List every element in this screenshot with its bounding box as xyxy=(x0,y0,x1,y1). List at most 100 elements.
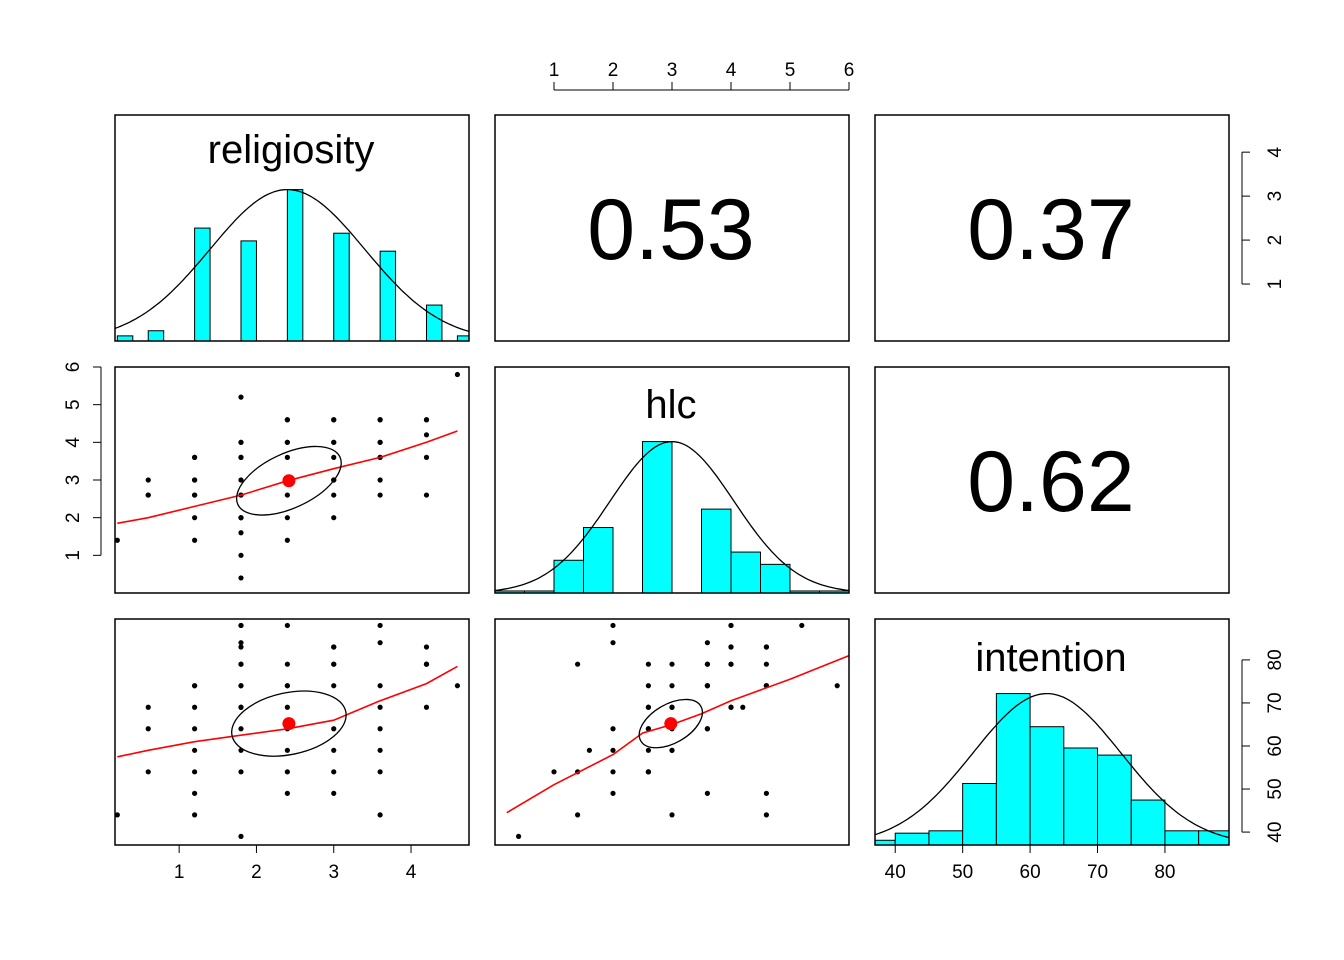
mean-point-religiosity_intention xyxy=(282,717,296,731)
intention-x-tick-label: 40 xyxy=(885,862,906,883)
point-religiosity_intention xyxy=(377,726,383,732)
point-religiosity_hlc xyxy=(284,417,290,423)
point-religiosity_intention xyxy=(238,726,244,732)
varname-hlc: hlc xyxy=(645,383,696,427)
point-religiosity_intention xyxy=(454,683,461,689)
point-religiosity_intention xyxy=(331,726,337,732)
scatter-layer xyxy=(114,371,850,839)
point-hlc_intention xyxy=(763,661,770,667)
point-hlc_intention xyxy=(575,812,581,818)
point-religiosity_intention xyxy=(331,769,337,775)
point-hlc_intention xyxy=(645,683,652,689)
mean-point-hlc_intention xyxy=(664,717,678,731)
point-hlc_intention xyxy=(516,833,522,839)
hist-bar-intention xyxy=(1130,799,1166,846)
panel-frame-hlc-religiosity xyxy=(114,366,470,594)
point-religiosity_intention xyxy=(114,812,120,818)
hist-bar-religiosity xyxy=(379,250,397,342)
point-religiosity_intention xyxy=(331,644,337,650)
point-religiosity_hlc xyxy=(238,530,244,536)
point-religiosity_intention xyxy=(238,640,244,646)
hist-bar-religiosity xyxy=(425,304,443,342)
point-religiosity_hlc xyxy=(192,515,198,521)
point-religiosity_hlc xyxy=(331,417,337,423)
hist-bar-religiosity xyxy=(194,227,211,342)
hlc-y-tick-label: 2 xyxy=(63,512,84,523)
point-religiosity_intention xyxy=(145,769,151,775)
point-religiosity_hlc xyxy=(284,515,290,521)
point-religiosity_intention xyxy=(238,683,244,689)
hist-bar-hlc xyxy=(642,441,673,594)
panel-frame-religiosity-hlc xyxy=(494,114,850,342)
point-religiosity_intention xyxy=(423,661,430,667)
point-religiosity_intention xyxy=(331,747,337,753)
point-religiosity_hlc xyxy=(192,454,198,460)
point-hlc_intention xyxy=(645,747,652,753)
hlc-x-top-tick-label: 4 xyxy=(726,60,737,81)
point-religiosity_intention xyxy=(238,704,244,710)
point-religiosity_hlc xyxy=(377,492,383,498)
point-hlc_intention xyxy=(645,726,652,732)
hist-bar-hlc xyxy=(553,559,584,594)
panel-frame-hlc-hlc xyxy=(494,366,850,594)
point-hlc_intention xyxy=(669,812,675,818)
intention-x-tick-label: 70 xyxy=(1087,862,1108,883)
corr-religiosity-hlc: 0.53 xyxy=(587,182,754,278)
point-religiosity_intention xyxy=(284,704,290,710)
point-hlc_intention xyxy=(645,661,652,667)
hist-bar-intention xyxy=(1164,830,1200,846)
point-religiosity_intention xyxy=(284,747,290,753)
religiosity-x-tick-label: 1 xyxy=(174,862,185,883)
point-hlc_intention xyxy=(586,747,593,753)
point-hlc_intention xyxy=(610,640,616,646)
point-religiosity_hlc xyxy=(238,454,244,460)
intention-y-tick-label: 50 xyxy=(1265,778,1286,799)
point-religiosity_hlc xyxy=(145,492,151,498)
point-religiosity_intention xyxy=(238,833,244,839)
point-religiosity_intention xyxy=(192,683,198,689)
intention-x-tick-label: 80 xyxy=(1154,862,1175,883)
hist-bar-hlc xyxy=(730,551,761,594)
point-religiosity_intention xyxy=(423,644,430,650)
point-hlc_intention xyxy=(704,640,711,646)
hlc-y-tick-label: 4 xyxy=(63,437,84,448)
point-hlc_intention xyxy=(799,622,805,629)
hist-bar-intention xyxy=(928,830,964,846)
point-religiosity_hlc xyxy=(284,537,290,543)
hlc-x-top-tick-label: 1 xyxy=(549,60,560,81)
density-curve-religiosity xyxy=(114,188,470,333)
point-religiosity_intention xyxy=(238,661,244,667)
hlc-x-top-tick-label: 2 xyxy=(608,60,619,81)
religiosity-x-tick-label: 2 xyxy=(251,862,262,883)
point-hlc_intention xyxy=(610,622,616,629)
religiosity-x-tick-label: 3 xyxy=(328,862,339,883)
point-religiosity_hlc xyxy=(377,417,383,423)
point-religiosity_hlc xyxy=(238,439,244,445)
hist-bar-intention xyxy=(894,832,930,846)
point-religiosity_intention xyxy=(284,683,290,689)
point-religiosity_intention xyxy=(423,704,430,710)
hlc-y-tick-label: 1 xyxy=(63,550,84,561)
point-hlc_intention xyxy=(763,790,770,796)
point-religiosity_intention xyxy=(331,790,337,796)
histogram-layer xyxy=(114,188,1230,846)
point-hlc_intention xyxy=(728,622,734,629)
corr-religiosity-intention: 0.37 xyxy=(967,182,1134,278)
point-religiosity_hlc xyxy=(114,537,120,543)
hist-bar-intention xyxy=(1063,747,1099,846)
hist-bar-hlc xyxy=(583,527,614,594)
point-hlc_intention xyxy=(728,704,734,710)
smoother-hlc_intention xyxy=(506,654,850,814)
point-religiosity_intention xyxy=(284,769,290,775)
point-hlc_intention xyxy=(610,769,616,775)
point-religiosity_hlc xyxy=(284,492,290,498)
intention-y-tick-label: 60 xyxy=(1265,735,1286,756)
hist-bar-religiosity xyxy=(286,189,304,342)
point-religiosity_hlc xyxy=(284,454,290,460)
point-hlc_intention xyxy=(669,747,675,753)
point-religiosity_intention xyxy=(238,622,244,629)
point-religiosity_intention xyxy=(192,790,198,796)
mean-point-religiosity_hlc xyxy=(282,474,296,488)
point-religiosity_intention xyxy=(192,747,198,753)
point-hlc_intention xyxy=(763,812,770,818)
